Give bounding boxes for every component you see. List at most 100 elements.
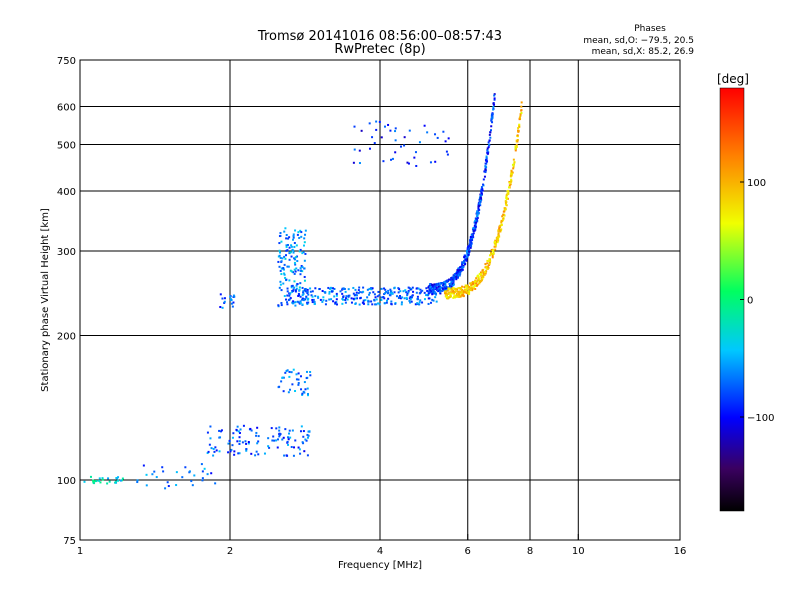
data-point	[416, 287, 419, 290]
data-point	[433, 283, 436, 286]
data-point	[346, 298, 349, 301]
data-point	[507, 186, 510, 189]
data-point	[297, 294, 300, 297]
data-point	[136, 479, 139, 482]
data-point	[282, 267, 285, 270]
data-point	[434, 296, 437, 299]
data-point	[238, 442, 241, 445]
data-point	[218, 450, 221, 453]
data-point	[373, 142, 376, 145]
data-point	[505, 195, 508, 198]
data-point	[302, 292, 305, 295]
data-point	[287, 436, 290, 439]
data-point	[101, 477, 104, 480]
data-point	[231, 305, 234, 308]
stats-heading: Phases	[634, 24, 666, 34]
data-point	[309, 287, 312, 290]
data-point	[276, 438, 279, 441]
data-point	[292, 271, 295, 274]
x-axis-label: Frequency [MHz]	[338, 560, 422, 571]
data-point	[429, 291, 432, 294]
data-point	[409, 298, 412, 301]
data-point	[151, 473, 154, 476]
data-point	[207, 450, 210, 453]
data-point	[232, 432, 235, 435]
data-point	[470, 283, 473, 286]
data-point	[471, 239, 474, 242]
data-point	[467, 252, 470, 255]
data-point	[433, 287, 436, 290]
data-point	[491, 112, 494, 115]
data-point	[452, 279, 455, 282]
data-point	[303, 450, 306, 453]
data-point	[292, 454, 295, 457]
data-point	[108, 480, 111, 483]
data-point	[290, 371, 293, 374]
data-point	[390, 290, 393, 293]
data-point	[383, 302, 386, 305]
data-point	[468, 292, 471, 295]
data-point	[390, 302, 393, 305]
data-point	[299, 452, 302, 455]
data-point	[306, 433, 309, 436]
data-point	[456, 293, 459, 296]
data-point	[485, 158, 488, 161]
data-point	[474, 279, 477, 282]
data-point	[297, 382, 300, 385]
data-point	[304, 233, 307, 236]
data-point	[451, 276, 454, 279]
data-point	[474, 218, 477, 221]
data-point	[407, 290, 410, 293]
data-point	[506, 192, 509, 195]
data-point	[454, 290, 457, 293]
data-point	[488, 133, 491, 136]
data-point	[438, 287, 441, 290]
data-point	[106, 482, 109, 485]
data-point	[299, 302, 302, 305]
data-point	[471, 289, 474, 292]
data-point	[493, 241, 496, 244]
data-point	[456, 290, 459, 293]
data-point	[360, 129, 363, 132]
data-point	[386, 292, 389, 295]
data-point	[459, 287, 462, 290]
data-point	[474, 287, 477, 290]
data-point	[311, 295, 314, 298]
data-point	[495, 237, 498, 240]
data-point	[395, 295, 398, 298]
data-point	[293, 286, 296, 289]
data-point	[435, 300, 438, 303]
data-point	[98, 479, 101, 482]
data-point	[419, 292, 422, 295]
data-point	[384, 292, 387, 295]
data-point	[457, 272, 460, 275]
data-point	[292, 289, 295, 292]
data-point	[431, 298, 434, 301]
data-point	[429, 161, 432, 164]
data-point	[433, 285, 436, 288]
data-point	[465, 259, 468, 262]
x-ticks: 1 2 4 6 8 10 16	[77, 534, 686, 557]
data-point	[299, 282, 302, 285]
data-point	[487, 260, 490, 263]
data-point	[285, 244, 288, 247]
data-point	[514, 145, 517, 148]
data-point	[394, 127, 397, 130]
data-point	[463, 256, 466, 259]
data-point	[279, 251, 282, 254]
data-point	[459, 268, 462, 271]
data-point	[408, 287, 411, 290]
data-point	[452, 287, 455, 290]
data-point	[294, 229, 297, 232]
data-point	[307, 293, 310, 296]
data-point	[474, 283, 477, 286]
data-point	[447, 288, 450, 291]
data-point	[493, 103, 496, 106]
data-point	[219, 430, 222, 433]
data-point	[484, 168, 487, 171]
data-point	[516, 140, 519, 143]
data-point	[145, 473, 148, 476]
data-point	[444, 284, 447, 287]
data-point	[309, 370, 312, 373]
data-point	[388, 294, 391, 297]
